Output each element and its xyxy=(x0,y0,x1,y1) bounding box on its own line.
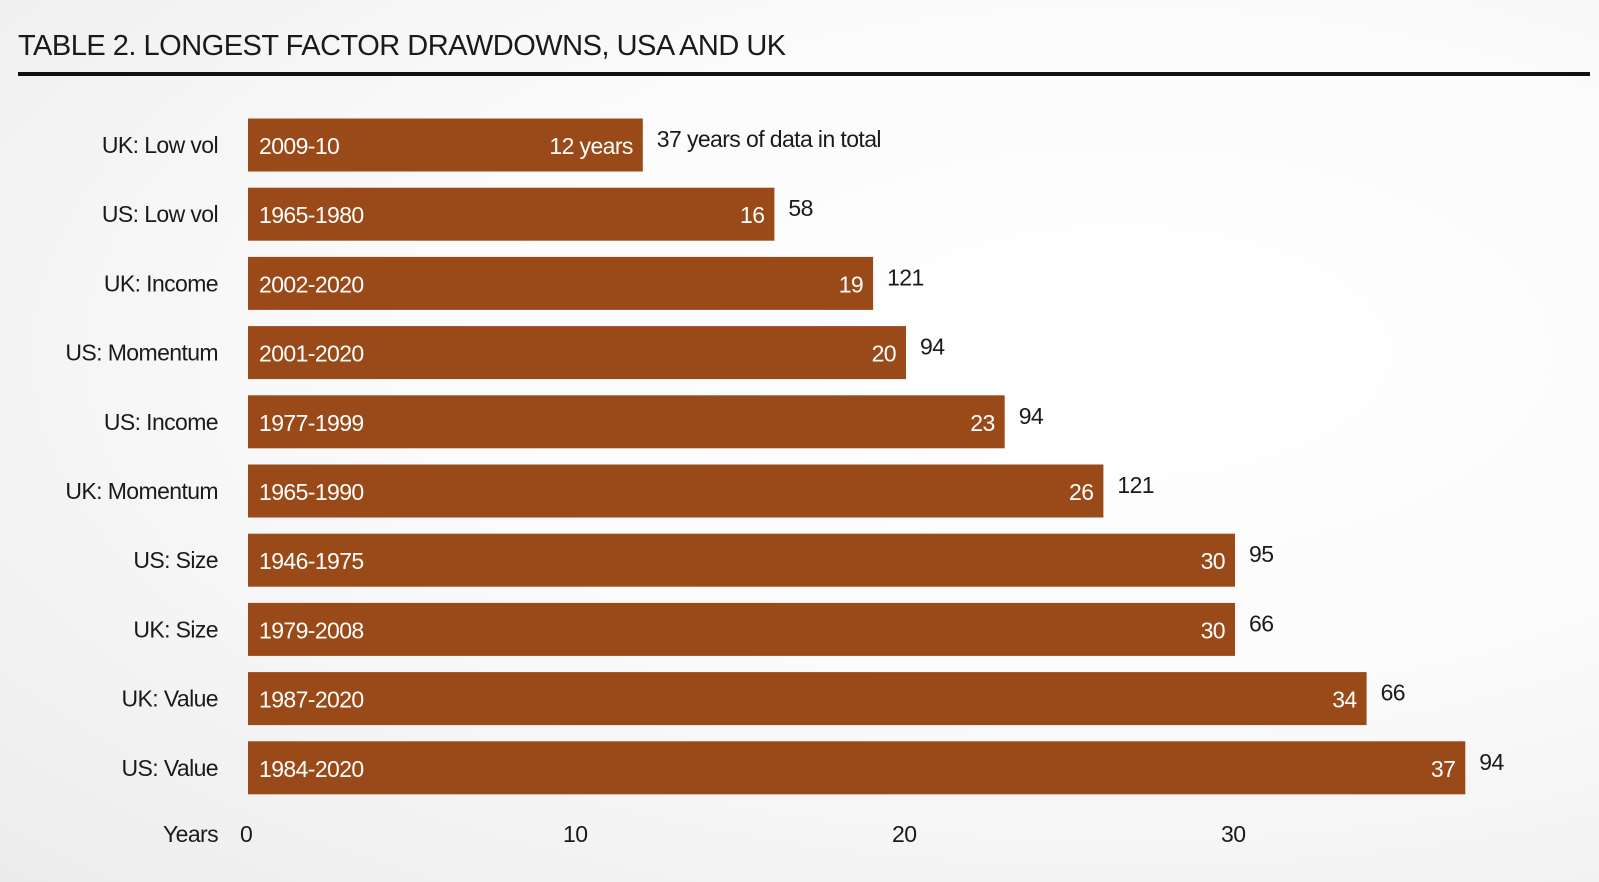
bar xyxy=(248,672,1367,726)
x-axis-label: Years xyxy=(163,821,218,847)
title-underline xyxy=(18,72,1590,76)
bar xyxy=(248,256,874,310)
bar xyxy=(248,533,1235,587)
category-label: UK: Momentum xyxy=(65,478,218,504)
value-label: 23 xyxy=(970,410,994,436)
data-years-label: 37 years of data in total xyxy=(657,126,881,152)
value-label: 30 xyxy=(1201,617,1225,643)
period-label: 1984-2020 xyxy=(259,756,364,782)
data-years-label: 94 xyxy=(1019,403,1044,429)
data-years-label: 66 xyxy=(1381,680,1405,706)
value-label: 34 xyxy=(1332,687,1357,713)
category-label: UK: Value xyxy=(122,686,218,712)
bar xyxy=(248,741,1466,795)
bar xyxy=(248,326,906,380)
x-tick-label: 30 xyxy=(1221,821,1245,847)
period-label: 1987-2020 xyxy=(259,687,364,713)
bar xyxy=(248,602,1235,656)
category-label: UK: Size xyxy=(133,616,218,642)
value-label: 12 years xyxy=(549,133,633,159)
value-label: 19 xyxy=(839,271,863,297)
data-years-label: 58 xyxy=(788,195,812,221)
period-label: 2002-2020 xyxy=(259,271,364,297)
data-years-label: 121 xyxy=(887,264,924,290)
x-tick-label: 10 xyxy=(563,821,587,847)
x-tick-label: 0 xyxy=(240,821,252,847)
x-tick-label: 20 xyxy=(892,821,916,847)
period-label: 1965-1980 xyxy=(259,202,364,228)
category-label: US: Low vol xyxy=(102,201,218,227)
period-label: 1979-2008 xyxy=(259,617,364,643)
category-label: US: Income xyxy=(104,409,218,435)
bar xyxy=(248,395,1005,449)
data-years-label: 66 xyxy=(1249,610,1273,636)
bar xyxy=(248,464,1104,518)
data-years-label: 121 xyxy=(1117,472,1154,498)
value-label: 30 xyxy=(1201,548,1225,574)
data-years-label: 95 xyxy=(1249,541,1273,567)
value-label: 26 xyxy=(1069,479,1093,505)
data-years-label: 94 xyxy=(920,334,945,360)
bar xyxy=(248,118,643,172)
data-years-label: 94 xyxy=(1479,749,1504,775)
category-label: UK: Income xyxy=(104,270,218,296)
bar xyxy=(248,187,775,241)
chart-title: TABLE 2. LONGEST FACTOR DRAWDOWNS, USA A… xyxy=(18,30,786,62)
value-label: 20 xyxy=(872,341,896,367)
value-label: 37 xyxy=(1431,756,1455,782)
period-label: 2001-2020 xyxy=(259,341,364,367)
period-label: 1965-1990 xyxy=(259,479,364,505)
period-label: 1946-1975 xyxy=(259,548,364,574)
category-label: US: Size xyxy=(133,547,218,573)
category-label: UK: Low vol xyxy=(102,132,218,158)
period-label: 2009-10 xyxy=(259,133,339,159)
category-label: US: Momentum xyxy=(65,340,218,366)
value-label: 16 xyxy=(740,202,764,228)
period-label: 1977-1999 xyxy=(259,410,364,436)
category-label: US: Value xyxy=(122,755,218,781)
